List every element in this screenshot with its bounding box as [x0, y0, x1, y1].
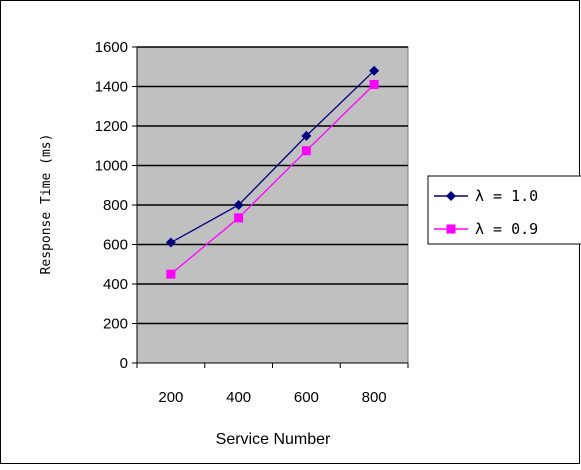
y-tick-label: 200 — [103, 316, 128, 333]
data-point — [166, 269, 176, 279]
data-point — [301, 130, 312, 141]
data-point — [165, 237, 176, 248]
x-axis-title: Service Number — [216, 431, 331, 448]
y-tick-label: 0 — [120, 355, 128, 372]
y-tick-label: 400 — [103, 276, 128, 293]
x-tick-label: 600 — [294, 389, 319, 406]
series-1 — [165, 65, 380, 248]
y-tick-label: 600 — [103, 237, 128, 254]
y-tick-label: 1400 — [95, 79, 128, 96]
legend-marker — [446, 224, 456, 234]
y-tick-label: 1200 — [95, 118, 128, 135]
data-point — [233, 200, 244, 210]
y-tick-label: 800 — [103, 197, 128, 214]
data-point — [369, 80, 379, 90]
x-axis-ticks: 200 400 600 800 — [136, 363, 409, 406]
grid-lines — [137, 46, 408, 325]
x-tick-label: 200 — [158, 389, 183, 406]
series-2 — [166, 80, 379, 279]
data-point — [234, 213, 244, 223]
x-tick-label: 800 — [362, 389, 387, 406]
y-tick-label: 1600 — [95, 39, 128, 56]
legend-marker — [446, 191, 456, 201]
series-line — [170, 84, 375, 275]
legend-item: λ = 0.9 — [434, 220, 538, 238]
y-axis-ticks: 0 200 400 600 800 1000 1200 1400 1600 — [95, 39, 137, 372]
x-tick-label: 400 — [226, 389, 251, 406]
legend-label: λ = 0.9 — [475, 220, 538, 238]
y-axis-title: Response Time (ms) — [39, 134, 54, 275]
series-layer — [165, 65, 380, 279]
legend-label: λ = 1.0 — [475, 187, 538, 205]
legend-item: λ = 1.0 — [434, 187, 538, 205]
series-line — [170, 70, 375, 244]
data-point — [369, 65, 380, 76]
legend: λ = 1.0 λ = 0.9 — [427, 175, 581, 245]
data-point — [301, 146, 311, 156]
y-tick-label: 1000 — [95, 158, 128, 175]
